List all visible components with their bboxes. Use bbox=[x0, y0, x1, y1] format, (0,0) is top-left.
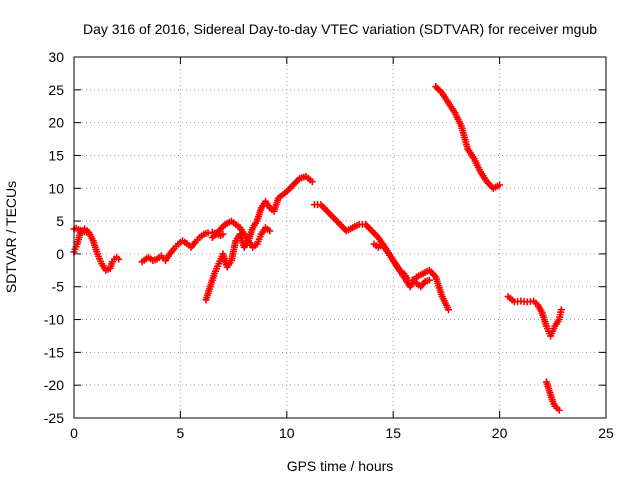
y-tick-label: 25 bbox=[48, 82, 64, 98]
data-point-series-a bbox=[115, 255, 123, 263]
y-axis-label: SDTVAR / TECUs bbox=[3, 181, 19, 293]
data-point-series-h bbox=[496, 181, 504, 189]
data-point-series-j bbox=[555, 406, 563, 414]
y-tick-label: 10 bbox=[48, 180, 64, 196]
data-point-series-e bbox=[266, 227, 274, 235]
chart-title: Day 316 of 2016, Sidereal Day-to-day VTE… bbox=[83, 21, 597, 37]
data-points bbox=[70, 83, 565, 414]
y-tick-label: 20 bbox=[48, 115, 64, 131]
data-point-series-g bbox=[425, 276, 433, 284]
y-tick-label: 5 bbox=[56, 213, 64, 229]
y-tick-label: -15 bbox=[44, 344, 64, 360]
grid bbox=[74, 57, 606, 418]
y-tick-label: -20 bbox=[44, 377, 64, 393]
y-tick-label: -25 bbox=[44, 410, 64, 426]
data-point-series-f bbox=[445, 306, 453, 314]
y-tick-label: 15 bbox=[48, 147, 64, 163]
plot-frame bbox=[73, 56, 607, 419]
data-point-series-d bbox=[308, 178, 316, 186]
x-tick-label: 10 bbox=[279, 425, 295, 441]
x-axis-label: GPS time / hours bbox=[287, 458, 394, 474]
x-tick-label: 15 bbox=[385, 425, 401, 441]
y-tick-label: 0 bbox=[56, 246, 64, 262]
x-tick-label: 0 bbox=[70, 425, 78, 441]
data-point-series-c bbox=[219, 230, 227, 238]
x-tick-label: 5 bbox=[177, 425, 185, 441]
y-tick-label: 30 bbox=[48, 49, 64, 65]
y-tick-label: -5 bbox=[52, 279, 65, 295]
y-tick-label: -10 bbox=[44, 312, 64, 328]
data-point-series-i bbox=[557, 306, 565, 314]
data-point-series-b bbox=[83, 228, 91, 236]
axis-ticks: 0 5 10 15 20 25 -25 -20 -15 -10 -5 0 5 10 15 20 25 30 bbox=[44, 49, 614, 441]
x-tick-label: 20 bbox=[492, 425, 508, 441]
x-tick-label: 25 bbox=[598, 425, 614, 441]
